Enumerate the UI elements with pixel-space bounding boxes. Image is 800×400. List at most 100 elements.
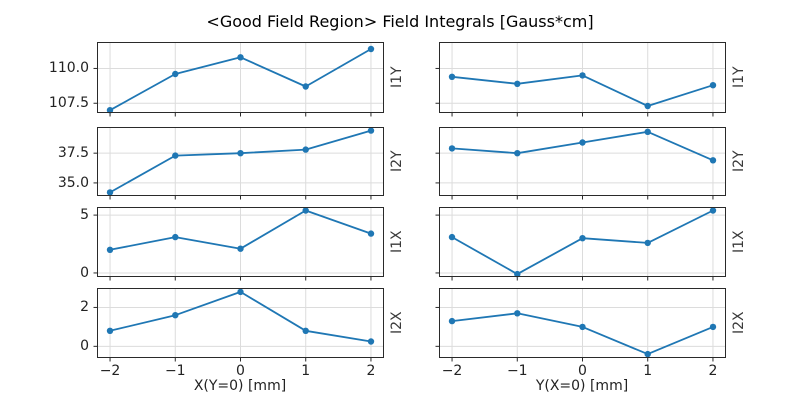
subplot-i2y-y-scan xyxy=(435,127,726,200)
chart-title: <Good Field Region> Field Integrals [Gau… xyxy=(206,12,594,31)
tick-marks xyxy=(93,214,372,281)
data-point-marker xyxy=(709,157,717,164)
data-point-marker xyxy=(367,127,375,134)
gridlines xyxy=(439,207,726,277)
gridlines xyxy=(97,288,384,358)
x-tick-label: −1 xyxy=(164,363,186,379)
data-point-marker xyxy=(237,150,244,157)
subplot-i2x-x-scan xyxy=(93,288,384,362)
data-point-marker xyxy=(514,270,521,278)
row-label-i1y: I1Y xyxy=(731,66,747,89)
gridlines xyxy=(97,127,384,196)
y-tick-label: 35.0 xyxy=(57,174,89,191)
axes-border xyxy=(97,207,384,277)
data-point-marker xyxy=(367,45,375,53)
tick-marks xyxy=(435,306,714,362)
data-point-marker xyxy=(302,327,309,334)
row-label-i1x: I1X xyxy=(389,230,405,254)
data-point-marker xyxy=(579,139,586,146)
row-label-i2y: I2Y xyxy=(389,150,405,173)
data-point-marker xyxy=(106,107,114,114)
data-point-marker xyxy=(579,323,586,331)
data-point-marker xyxy=(172,312,179,319)
row-label-i1y: I1Y xyxy=(389,66,405,89)
data-point-marker xyxy=(106,246,114,253)
axes-border xyxy=(439,42,726,113)
data-point-marker xyxy=(302,83,309,90)
data-point-marker xyxy=(448,145,456,152)
data-point-marker xyxy=(644,239,651,247)
subplot-i1y-y-scan xyxy=(435,42,726,117)
gridlines xyxy=(97,42,384,113)
data-point-marker xyxy=(514,310,521,317)
x-tick-label: 2 xyxy=(708,363,718,379)
data-point-marker xyxy=(448,317,456,325)
data-point-marker xyxy=(448,73,456,80)
y-tick-label: 37.5 xyxy=(57,145,89,162)
data-point-marker xyxy=(644,350,651,358)
x-tick-label: −2 xyxy=(99,363,121,379)
y-tick-label: 107.5 xyxy=(48,95,89,112)
data-point-marker xyxy=(106,327,114,334)
axes-border xyxy=(439,127,726,196)
x-axis-label-right: Y(X=0) [mm] xyxy=(535,378,629,394)
tick-marks xyxy=(93,152,372,200)
row-label-i2y: I2Y xyxy=(731,150,747,173)
axes-border xyxy=(439,288,726,358)
y-tick-label: 2 xyxy=(80,299,89,316)
data-point-marker xyxy=(172,152,179,159)
x-tick-label: 0 xyxy=(578,363,587,379)
data-point-marker xyxy=(644,128,651,135)
axes-border xyxy=(439,207,726,277)
axes-border xyxy=(97,288,384,358)
axes-border xyxy=(97,42,384,113)
data-point-marker xyxy=(302,207,309,214)
data-point-marker xyxy=(367,338,375,345)
data-point-marker xyxy=(514,80,521,87)
data-point-marker xyxy=(172,70,179,78)
data-point-marker xyxy=(448,233,456,241)
data-point-marker xyxy=(579,235,586,242)
data-point-marker xyxy=(237,245,244,252)
data-point-marker xyxy=(709,323,717,331)
x-tick-label: 1 xyxy=(301,363,311,379)
tick-marks xyxy=(435,214,714,281)
data-point-marker xyxy=(367,230,375,237)
x-tick-label: 2 xyxy=(366,363,376,379)
x-tick-label: 1 xyxy=(643,363,653,379)
row-label-i2x: I2X xyxy=(389,311,405,335)
x-tick-label: −2 xyxy=(441,363,463,379)
y-tick-label: 0 xyxy=(80,338,89,355)
data-point-marker xyxy=(709,207,717,214)
tick-marks xyxy=(435,67,714,117)
subplot-i2x-y-scan xyxy=(435,288,726,362)
data-point-marker xyxy=(237,54,244,61)
tick-marks xyxy=(93,67,372,117)
data-point-marker xyxy=(514,150,521,157)
data-point-marker xyxy=(644,102,651,110)
y-tick-label: 0 xyxy=(80,264,89,281)
row-label-i2x: I2X xyxy=(731,311,747,335)
data-point-marker xyxy=(106,189,114,196)
axes-border xyxy=(97,127,384,196)
data-point-marker xyxy=(237,288,244,296)
x-tick-label: −1 xyxy=(506,363,528,379)
data-point-marker xyxy=(302,146,309,153)
gridlines xyxy=(439,127,726,196)
y-tick-label: 110.0 xyxy=(48,60,89,77)
gridlines xyxy=(97,207,384,277)
x-axis-label-left: X(Y=0) [mm] xyxy=(193,378,287,394)
x-tick-label: 0 xyxy=(236,363,245,379)
subplot-i1x-x-scan xyxy=(93,207,384,281)
row-label-i1x: I1X xyxy=(731,230,747,254)
tick-marks xyxy=(93,306,372,362)
data-point-marker xyxy=(709,82,717,89)
y-tick-label: 5 xyxy=(80,207,89,224)
data-point-marker xyxy=(172,233,179,241)
subplot-i1x-y-scan xyxy=(435,207,726,281)
tick-marks xyxy=(435,152,714,200)
subplot-i2y-x-scan xyxy=(93,127,384,200)
subplot-i1y-x-scan xyxy=(93,42,384,117)
gridlines xyxy=(439,288,726,358)
